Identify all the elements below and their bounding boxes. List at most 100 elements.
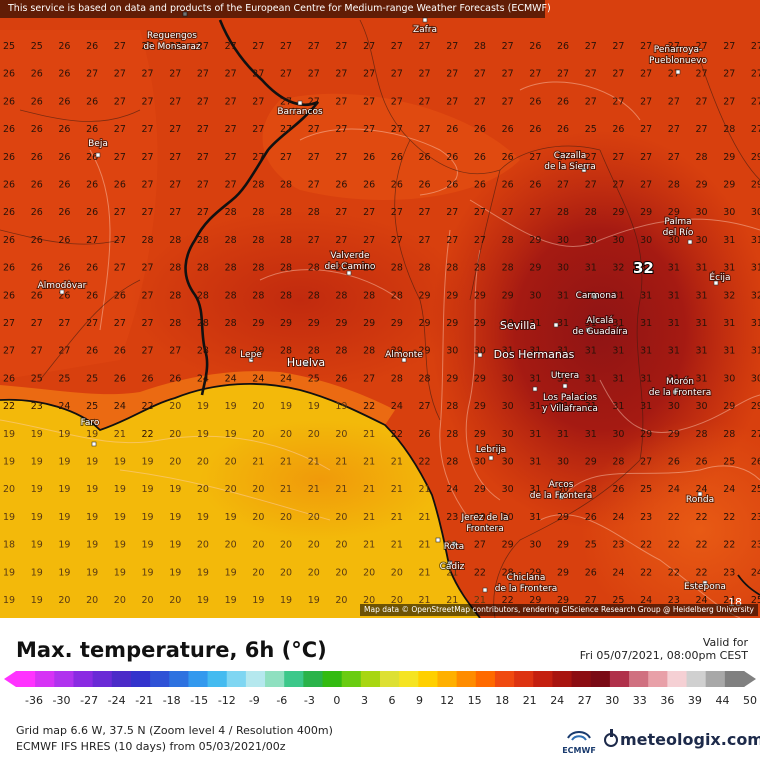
- place-label: Peñarroya-: [654, 45, 703, 55]
- brand-name: meteologix.com: [620, 730, 760, 749]
- scale-color: [456, 671, 477, 687]
- ecmwf-logo[interactable]: ECMWF: [560, 728, 598, 756]
- grid-value: 27: [751, 429, 760, 440]
- grid-value: 30: [557, 235, 569, 246]
- grid-value: 22: [3, 401, 15, 412]
- scale-tick-label: -3: [303, 694, 315, 707]
- temperature-map[interactable]: 25 25 26 26 27 27 27 27 27 27 27 27 27 27 27 27 27 28 27 26…: [0, 0, 760, 618]
- grid-value: 20: [225, 540, 237, 551]
- scale-color: [150, 671, 170, 687]
- grid-value: 31: [668, 373, 680, 384]
- grid-value: 27: [31, 346, 43, 357]
- scale-color: [380, 671, 400, 687]
- grid-value: 19: [280, 401, 292, 412]
- grid-value: 29: [474, 318, 486, 329]
- grid-value: 19: [142, 567, 154, 578]
- grid-value: 26: [58, 124, 70, 135]
- grid-value: 27: [751, 41, 760, 52]
- grid-value: 22: [142, 429, 154, 440]
- grid-value: 31: [612, 401, 624, 412]
- color-scale-ticks: -36 -30 -27 -24 -21 -18 -15 -12 -9 -6 -3 0 3 6 9 12 15 18…: [0, 694, 760, 708]
- grid-value: 30: [557, 263, 569, 274]
- scale-tick-label: 15: [467, 694, 482, 707]
- scale-tick-label: -6: [276, 694, 288, 707]
- grid-value: 28: [308, 346, 320, 357]
- grid-value: 21: [419, 595, 431, 606]
- place-c-diz: Cádiz: [439, 560, 466, 573]
- scale-color: [130, 671, 151, 687]
- grid-value: 27: [391, 69, 403, 80]
- place-marker: [581, 167, 587, 173]
- grid-value: 27: [308, 41, 320, 52]
- place-marker: [553, 322, 559, 328]
- grid-value: 28: [585, 207, 597, 218]
- place-label: del Camino: [325, 262, 376, 272]
- grid-value: 26: [391, 180, 403, 191]
- grid-value: 27: [446, 235, 458, 246]
- place-label: Arcos: [549, 480, 574, 490]
- brand-link[interactable]: meteologix.com: [604, 729, 760, 749]
- grid-value: 28: [419, 373, 431, 384]
- grid-value: 30: [696, 401, 708, 412]
- valid-date: Fri 05/07/2021, 08:00pm CEST: [579, 649, 748, 662]
- grid-value: 26: [3, 124, 15, 135]
- grid-value: 27: [696, 41, 708, 52]
- grid-value: 30: [529, 540, 541, 551]
- grid-value: 29: [640, 429, 652, 440]
- grid-value: 19: [114, 567, 126, 578]
- map-attribution[interactable]: Map data © OpenStreetMap contributors, r…: [360, 604, 758, 616]
- grid-value: 27: [142, 263, 154, 274]
- grid-value: 26: [696, 457, 708, 468]
- grid-value: 27: [225, 69, 237, 80]
- grid-value: 24: [225, 373, 237, 384]
- grid-value: 20: [225, 457, 237, 468]
- grid-value: 19: [197, 595, 209, 606]
- grid-value: 26: [529, 180, 541, 191]
- grid-value: 28: [169, 263, 181, 274]
- place-label: Morón: [666, 376, 694, 387]
- place-marker: [697, 491, 703, 497]
- scale-color: [514, 671, 534, 687]
- grid-value: 21: [419, 512, 431, 523]
- grid-value: 26: [58, 263, 70, 274]
- grid-value: 20: [391, 595, 403, 606]
- grid-value: 31: [751, 318, 760, 329]
- grid-value: 29: [557, 512, 569, 523]
- grid-value: 26: [557, 124, 569, 135]
- grid-value: 27: [363, 373, 375, 384]
- place-sevilla: Sevilla: [499, 318, 559, 333]
- grid-value: 26: [3, 373, 15, 384]
- grid-value: 30: [723, 207, 735, 218]
- grid-value: 22: [696, 567, 708, 578]
- grid-value: 21: [391, 540, 403, 551]
- grid-value: 27: [391, 235, 403, 246]
- grid-value: 27: [529, 152, 541, 163]
- grid-value: 19: [86, 429, 98, 440]
- ecmwf-arc-icon: [567, 731, 591, 739]
- grid-value: 26: [3, 152, 15, 163]
- grid-value: 27: [391, 207, 403, 218]
- grid-value: 26: [502, 152, 514, 163]
- grid-value: 28: [308, 290, 320, 301]
- grid-value: 19: [335, 401, 347, 412]
- place-label: Valverde: [330, 251, 370, 261]
- grid-value: 27: [169, 69, 181, 80]
- scale-color: [322, 671, 343, 687]
- grid-value: 19: [86, 512, 98, 523]
- grid-value: 19: [308, 595, 320, 606]
- grid-value: 28: [723, 429, 735, 440]
- grid-value: 20: [252, 512, 264, 523]
- grid-value: 31: [668, 346, 680, 357]
- grid-value: 20: [391, 567, 403, 578]
- grid-value: 27: [280, 41, 292, 52]
- grid-value: 30: [640, 235, 652, 246]
- grid-value: 21: [474, 595, 486, 606]
- grid-value: 27: [225, 180, 237, 191]
- grid-value: 29: [529, 235, 541, 246]
- grid-value: 29: [252, 346, 264, 357]
- scale-color: [54, 671, 74, 687]
- grid-value: 31: [557, 318, 569, 329]
- grid-value: 30: [585, 235, 597, 246]
- grid-value: 27: [557, 180, 569, 191]
